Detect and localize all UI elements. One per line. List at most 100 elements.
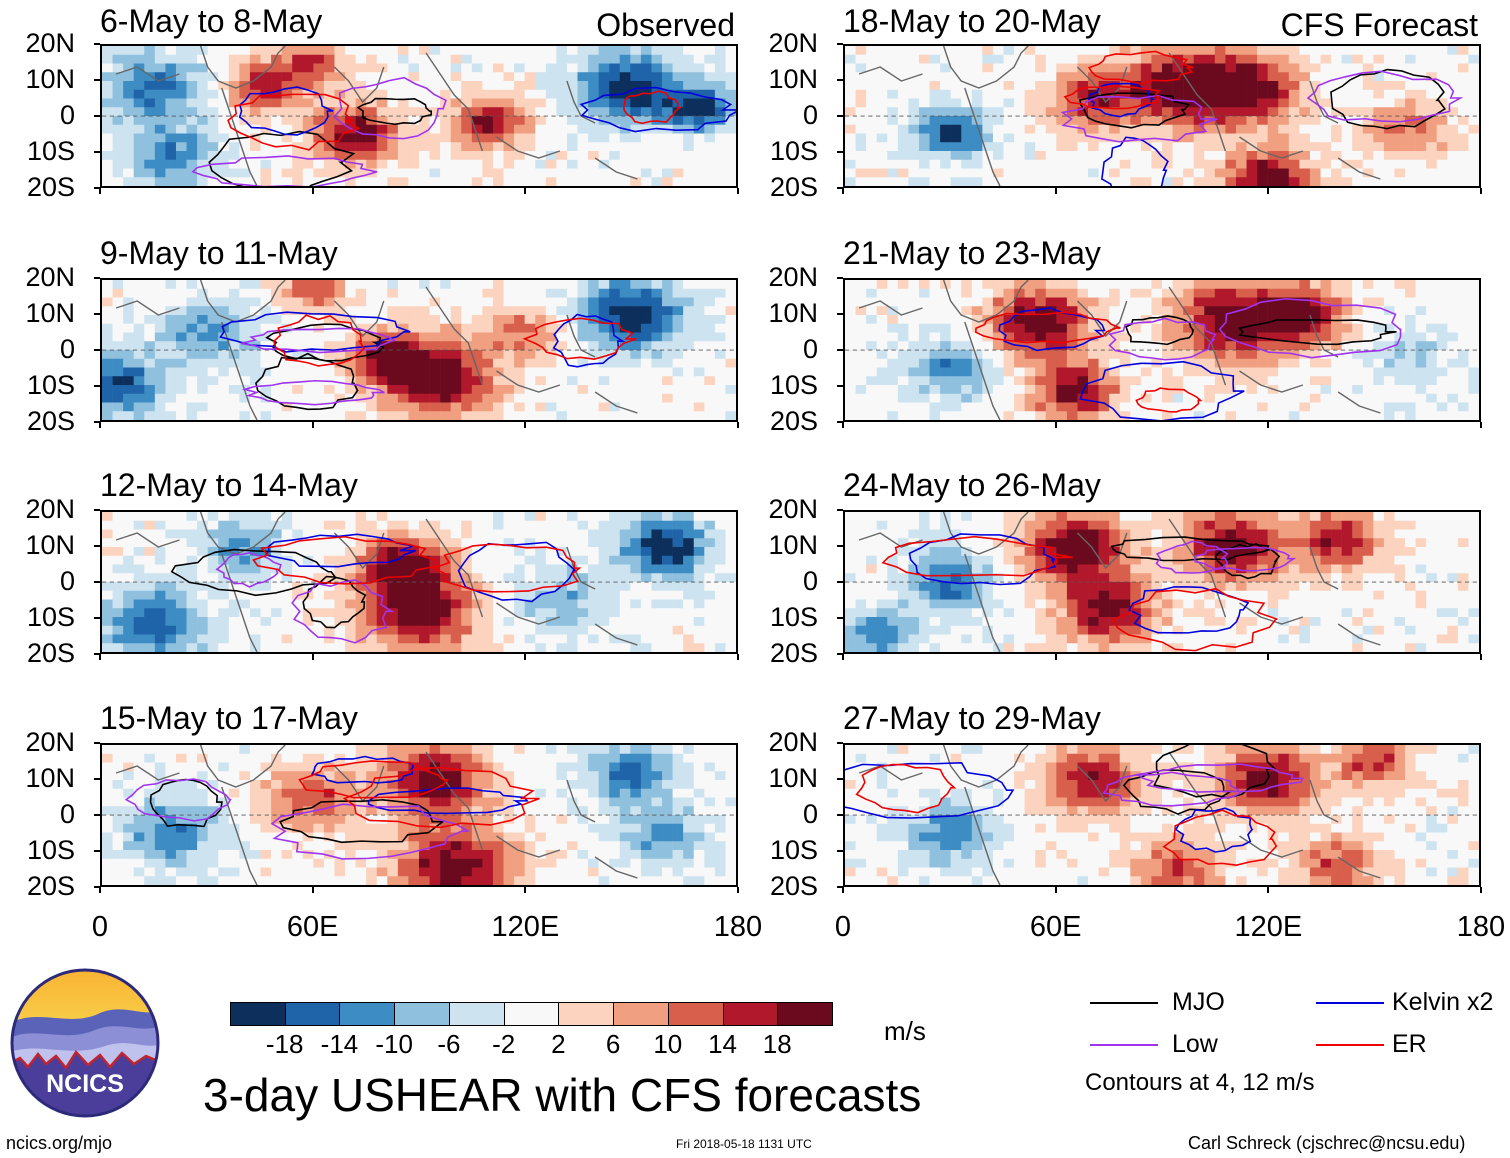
shading-cell: [535, 520, 547, 530]
shading-cell: [186, 832, 198, 842]
shading-cell: [112, 159, 124, 169]
shading-cell: [376, 332, 388, 342]
shading-cell: [897, 177, 909, 186]
shading-cell: [1426, 116, 1438, 126]
shading-cell: [693, 529, 705, 539]
shading-cell: [577, 81, 589, 91]
shading-cell: [197, 806, 208, 816]
shading-cell: [524, 858, 536, 868]
shading-cell: [556, 288, 568, 298]
shading-cell: [1014, 177, 1025, 186]
shading-cell: [323, 520, 335, 530]
shading-cell: [982, 89, 994, 99]
shading-cell: [535, 72, 547, 82]
shading-cell: [440, 72, 451, 82]
shading-cell: [144, 753, 156, 763]
shading-cell: [345, 315, 356, 325]
shading-cell: [397, 867, 409, 877]
shading-cell: [693, 582, 705, 592]
shading-cell: [133, 617, 145, 627]
shading-cell: [239, 823, 251, 833]
shading-cell: [123, 858, 134, 868]
shading-cell: [440, 367, 451, 377]
shading-cell: [419, 512, 430, 522]
shading-cell: [102, 529, 113, 539]
shading-cell: [228, 177, 240, 186]
shading-cell: [429, 168, 441, 178]
shading-cell: [630, 142, 642, 152]
shading-cell: [366, 288, 378, 298]
shading-cell: [577, 771, 589, 781]
shading-cell: [672, 625, 684, 635]
shading-cell: [950, 54, 962, 64]
shading-cell: [461, 159, 473, 169]
shading-cell: [662, 823, 673, 833]
shading-cell: [514, 573, 525, 583]
shading-cell: [651, 806, 663, 816]
shading-cell: [545, 81, 557, 91]
shading-cell: [144, 815, 156, 825]
shading-cell: [260, 867, 272, 877]
shading-cell: [503, 107, 515, 117]
shading-cell: [1331, 46, 1342, 56]
shading-cell: [598, 520, 610, 530]
shading-cell: [165, 753, 177, 763]
shading-cell: [429, 323, 441, 333]
shading-cell: [1288, 54, 1300, 64]
shading-cell: [725, 608, 736, 618]
shading-cell: [429, 288, 441, 298]
shading-cell: [950, 107, 962, 117]
shading-cell: [588, 762, 599, 772]
shading-cell: [334, 617, 346, 627]
shading-cell: [440, 745, 451, 755]
shading-cell: [144, 797, 156, 807]
shading-cell: [630, 780, 642, 790]
shading-cell: [1309, 89, 1321, 99]
shading-cell: [845, 107, 856, 117]
shading-cell: [1130, 107, 1142, 117]
shading-cell: [440, 393, 451, 403]
shading-cell: [492, 788, 504, 798]
shading-cell: [524, 402, 536, 412]
shading-cell: [281, 590, 293, 600]
shading-cell: [887, 159, 899, 169]
shading-cell: [450, 315, 462, 325]
shading-cell: [144, 63, 156, 73]
shading-cell: [123, 297, 134, 307]
shading-cell: [376, 643, 388, 652]
shading-cell: [704, 512, 716, 522]
shading-cell: [704, 297, 716, 307]
shading-cell: [693, 858, 705, 868]
shading-cell: [609, 288, 621, 298]
shading-cell: [514, 753, 525, 763]
shading-cell: [112, 512, 124, 522]
shading-cell: [535, 867, 547, 877]
shading-cell: [387, 512, 399, 522]
shading-cell: [313, 159, 325, 169]
shading-cell: [154, 159, 166, 169]
shading-cell: [419, 350, 430, 360]
shading-cell: [218, 520, 230, 530]
shading-cell: [492, 529, 504, 539]
shading-cell: [281, 876, 293, 885]
shading-cell: [292, 332, 304, 342]
shading-cell: [577, 797, 589, 807]
shading-cell: [123, 512, 134, 522]
shading-cell: [1056, 280, 1068, 290]
shading-cell: [640, 323, 652, 333]
shading-cell: [503, 376, 515, 386]
shading-cell: [154, 367, 166, 377]
shading-cell: [982, 124, 994, 134]
shading-cell: [408, 306, 420, 316]
shading-cell: [588, 590, 599, 600]
shading-cell: [260, 63, 272, 73]
shading-cell: [545, 402, 557, 412]
shading-cell: [545, 297, 557, 307]
shading-cell: [1109, 63, 1121, 73]
shading-cell: [577, 411, 589, 420]
shading-cell: [535, 385, 547, 395]
shading-cell: [535, 46, 547, 56]
shading-cell: [144, 159, 156, 169]
shading-cell: [651, 555, 663, 565]
shading-cell: [218, 797, 230, 807]
